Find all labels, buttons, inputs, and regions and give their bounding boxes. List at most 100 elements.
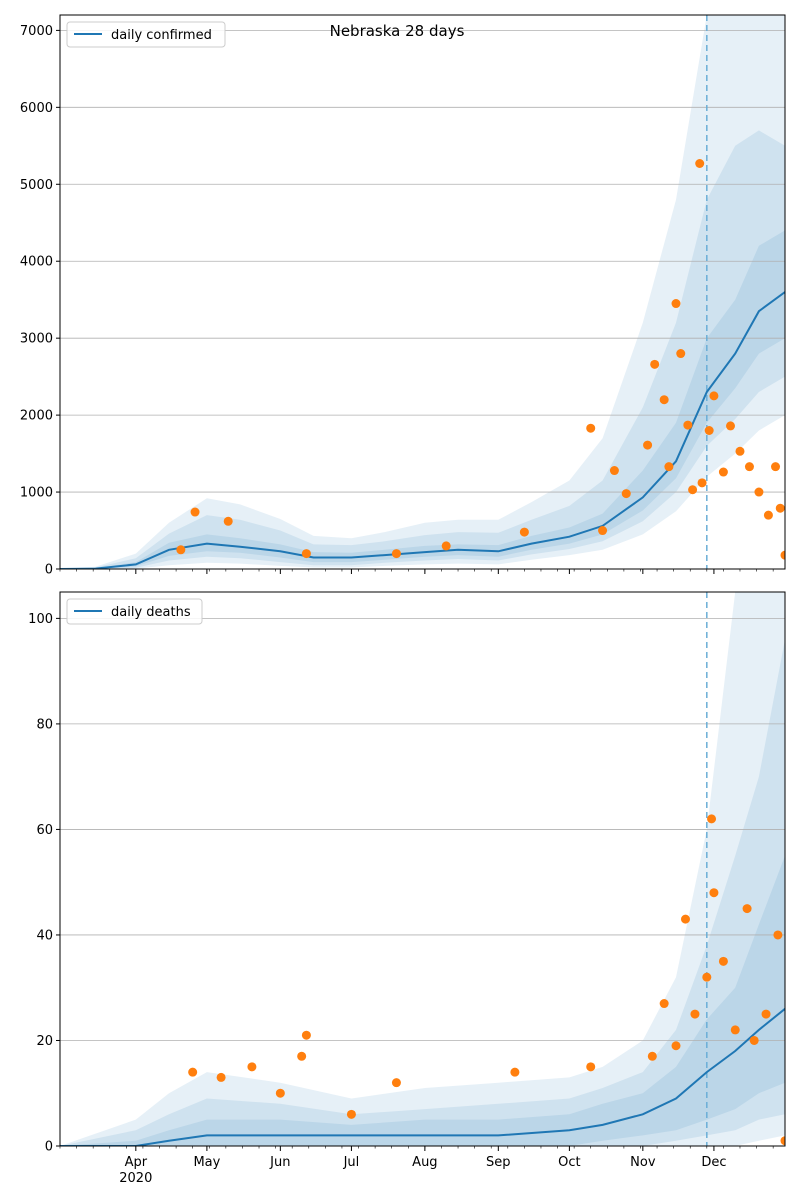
bottom-xtick-label-3: Jul [343,1155,360,1170]
top-point-23 [718,467,728,477]
top-point-25 [735,446,745,456]
top-point-19 [695,159,705,169]
bottom-point-15 [702,972,712,982]
bottom-year-label: 2020 [119,1171,152,1186]
top-point-13 [659,395,669,405]
top-point-11 [643,440,653,450]
top-point-7 [586,423,596,433]
bottom-point-10 [647,1051,657,1061]
top-ytick-label-7: 7000 [20,24,53,39]
top-marks [60,15,785,569]
top-point-28 [763,510,773,520]
top-point-22 [709,391,719,401]
top-point-15 [671,299,681,309]
bottom-point-14 [690,1009,700,1019]
bottom-point-23 [773,930,783,940]
bottom-axes-frame [59,591,786,1147]
bottom-ytick-label-3: 60 [36,823,53,838]
bottom-xtick-label-4: Aug [412,1155,437,1170]
top-point-21 [704,426,714,435]
top-ytick-label-6: 6000 [20,101,53,116]
top-point-18 [688,485,698,495]
bottom-point-20 [742,904,752,914]
bottom-point-22 [761,1009,771,1019]
top-ytick-label-4: 4000 [20,255,53,270]
bottom-point-8 [510,1067,520,1077]
chart-title: Nebraska 28 days [330,22,465,40]
top-point-30 [775,503,785,513]
bottom-panel: 0 20 40 60 80 100 Apr May Jun Jul Aug Sep Oct Nov Dec 2… [28,591,786,1186]
bottom-xtick-label-7: Nov [630,1155,656,1170]
bottom-legend-box [66,598,203,625]
top-point-29 [771,462,781,472]
bottom-point-0 [188,1067,198,1077]
bottom-ytick-label-2: 40 [36,928,53,943]
top-point-26 [744,462,754,472]
top-band-0 [60,15,785,569]
bottom-point-2 [247,1062,257,1072]
top-legend: daily confirmed [66,21,226,48]
bottom-xtick-label-1: May [193,1155,220,1170]
bottom-band-1 [60,639,785,1146]
bottom-point-5 [301,1030,311,1040]
bottom-point-13 [680,914,690,924]
bottom-ytick-label-1: 20 [36,1034,53,1049]
bottom-point-1 [216,1072,226,1082]
bottom-point-4 [297,1051,307,1061]
top-point-16 [676,349,686,359]
top-panel: 0 1000 2000 3000 4000 5000 6000 7000 daily conf… [20,14,786,578]
top-point-14 [664,462,674,472]
top-point-5 [441,541,451,551]
bottom-series-line [60,1008,785,1146]
bottom-point-18 [718,956,728,966]
top-point-20 [697,478,707,488]
top-point-0 [176,545,186,555]
top-ytick-label-3: 3000 [20,332,53,347]
top-ytick-label-2: 2000 [20,409,53,424]
bottom-point-12 [671,1041,681,1051]
bottom-point-6 [346,1109,356,1119]
top-point-2 [223,516,233,526]
bottom-point-17 [709,888,719,898]
top-axes-frame [59,14,786,570]
top-point-27 [754,487,764,497]
bottom-point-24 [780,1136,785,1146]
top-point-3 [301,549,311,559]
bottom-ytick-label-4: 80 [36,717,53,732]
top-point-1 [190,507,200,517]
bottom-marks [60,592,785,1146]
bottom-forecast-bands [60,592,785,1146]
top-ytick-label-0: 0 [45,563,53,578]
top-legend-box [66,21,226,48]
top-point-6 [519,527,529,537]
bottom-xtick-label-8: Dec [701,1155,726,1170]
top-axes: 0 1000 2000 3000 4000 5000 6000 7000 [20,14,786,578]
top-point-17 [683,420,693,430]
bottom-legend: daily deaths [66,598,203,625]
bottom-ytick-label-0: 0 [45,1140,53,1155]
top-point-10 [621,489,631,499]
bottom-point-11 [659,999,669,1009]
top-point-9 [609,466,619,476]
bottom-axes: 0 20 40 60 80 100 Apr May Jun Jul Aug Sep Oct Nov Dec 2… [28,591,786,1186]
top-ytick-label-1: 1000 [20,486,53,501]
top-point-4 [391,549,401,559]
bottom-band-0 [60,592,785,1146]
bottom-point-7 [391,1078,401,1088]
bottom-xtick-label-5: Sep [486,1155,511,1170]
bottom-xtick-label-2: Jun [269,1155,290,1170]
bottom-point-19 [730,1025,740,1035]
top-point-8 [598,526,608,536]
bottom-point-9 [586,1062,596,1072]
bottom-band-2 [60,855,785,1146]
bottom-legend-label: daily deaths [111,605,191,620]
bottom-point-3 [275,1088,285,1098]
bottom-point-16 [707,814,717,824]
top-point-24 [726,421,736,431]
top-point-31 [780,550,785,560]
top-ytick-label-5: 5000 [20,178,53,193]
top-point-12 [650,359,660,369]
bottom-xtick-label-6: Oct [558,1155,580,1170]
top-legend-label: daily confirmed [111,28,212,43]
